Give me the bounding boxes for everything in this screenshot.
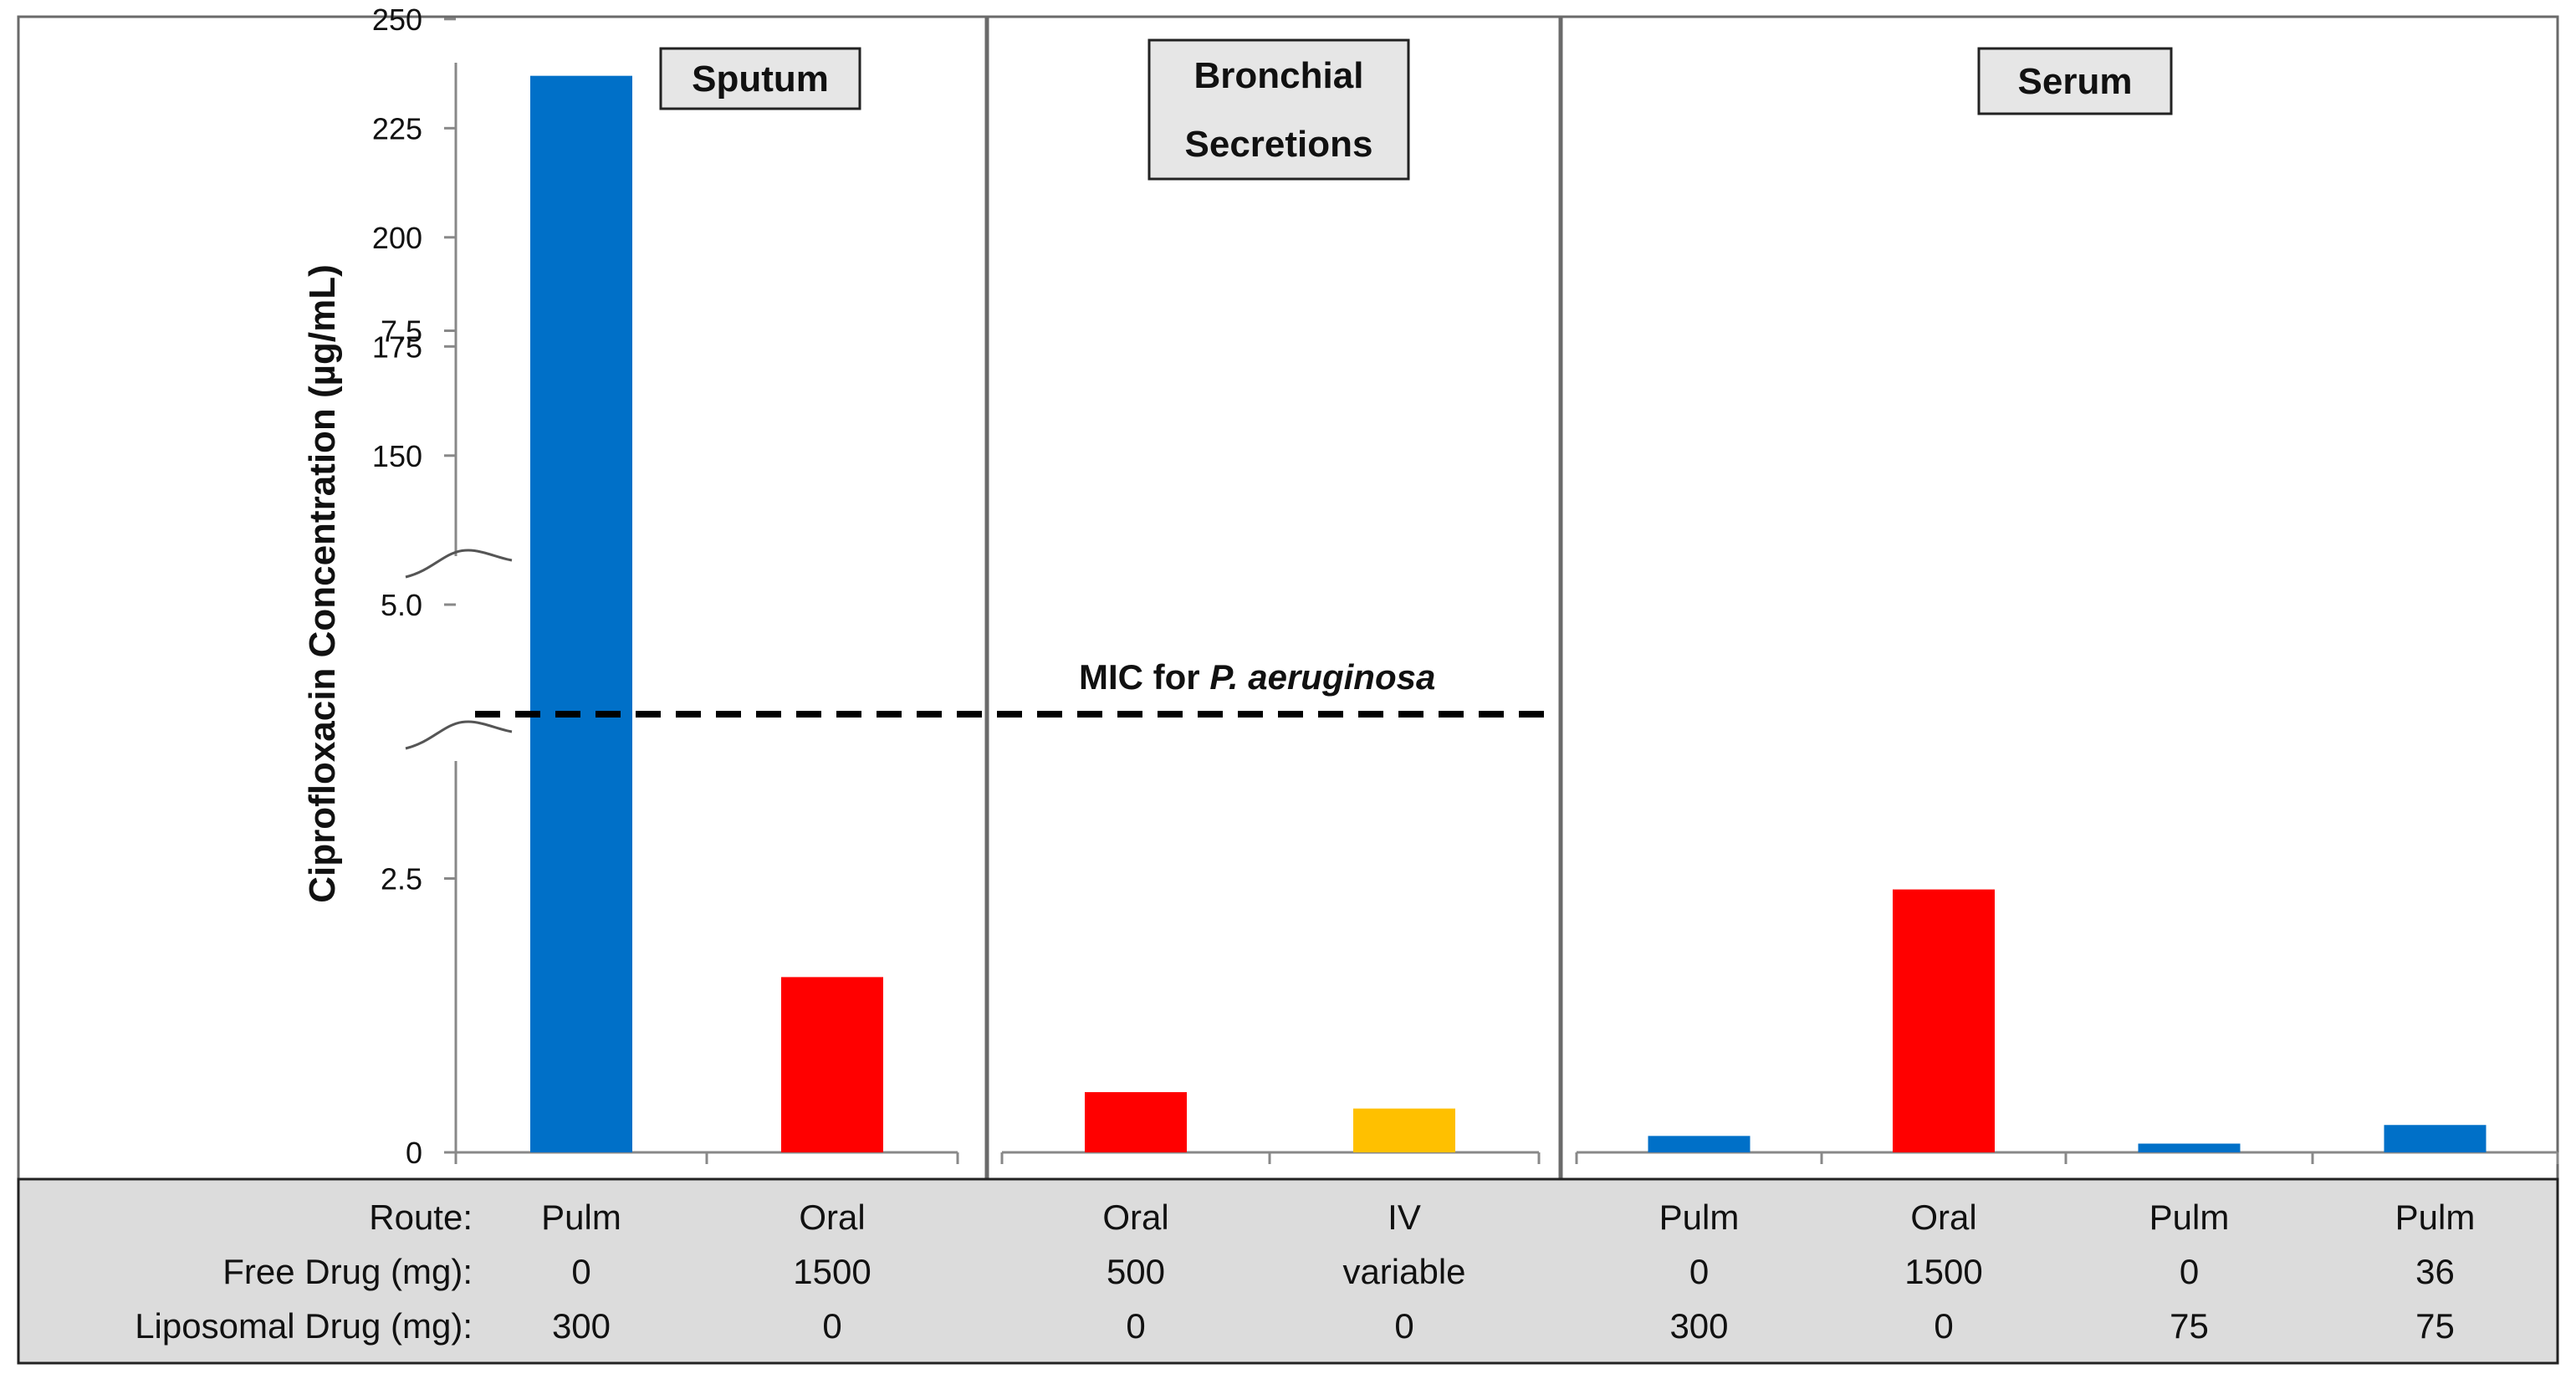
table-cell: 1500 [1904,1252,1982,1291]
table-cell: 0 [1934,1306,1953,1346]
bar [1353,1108,1455,1152]
mic-label-organism: P. aeruginosa [1209,657,1435,697]
panel-title: Secretions [1185,124,1373,165]
bar [530,75,632,1152]
y-axis-label: Ciprofloxacin Concentration (µg/mL) [302,264,343,903]
table-row-label: Route: [369,1198,473,1237]
table-cell: Pulm [2395,1198,2476,1237]
table-cell: 500 [1107,1252,1165,1291]
y-tick-label: 0 [406,1136,422,1170]
y-tick-label: 200 [372,221,422,255]
panel-title: Sputum [692,59,829,100]
bar [2138,1143,2241,1152]
bar [781,977,883,1152]
y-tick-label: 175 [372,329,422,364]
table-cell: 36 [2415,1252,2455,1291]
table-cell: 0 [571,1252,590,1291]
bar [2384,1125,2487,1152]
table-cell: variable [1342,1252,1465,1291]
mic-label: MIC for P. aeruginosa [1079,657,1435,697]
panel-title: Bronchial [1194,55,1364,96]
table-cell: 0 [2180,1252,2199,1291]
table-cell: 0 [1394,1306,1413,1346]
y-tick-label: 150 [372,439,422,473]
table-cell: 0 [1126,1306,1145,1346]
bar [1893,889,1995,1152]
table-cell: 0 [822,1306,841,1346]
data-table-background [17,1177,2559,1365]
table-cell: 300 [1669,1306,1728,1346]
table-cell: Oral [1102,1198,1168,1237]
table-cell: 75 [2415,1306,2455,1346]
table-cell: IV [1388,1198,1421,1237]
y-tick-label: 7.5 [381,314,422,349]
table-cell: Pulm [541,1198,621,1237]
y-tick-label: 2.5 [381,862,422,896]
table-row-label: Liposomal Drug (mg): [135,1306,473,1346]
table-cell: Oral [799,1198,865,1237]
table-cell: 75 [2170,1306,2209,1346]
axis-break-mark [405,549,513,579]
y-tick-label: 250 [372,3,422,37]
panel-title-box [659,47,861,110]
panel-title: Serum [2018,61,2133,102]
table-cell: 300 [552,1306,611,1346]
bar [1648,1136,1751,1152]
panel-title-box [1147,38,1410,181]
mic-label-prefix: MIC for [1079,657,1209,697]
table-cell: 1500 [793,1252,871,1291]
table-cell: Oral [1910,1198,1976,1237]
axis-break-mark [405,720,513,750]
y-tick-label: 225 [372,111,422,146]
panel-title-box [1977,47,2173,115]
table-cell: Pulm [2149,1198,2230,1237]
bar [1085,1091,1187,1152]
table-cell: 0 [1689,1252,1709,1291]
table-cell: Pulm [1659,1198,1740,1237]
y-tick-label: 5.0 [381,588,422,622]
table-row-label: Free Drug (mg): [222,1252,473,1291]
